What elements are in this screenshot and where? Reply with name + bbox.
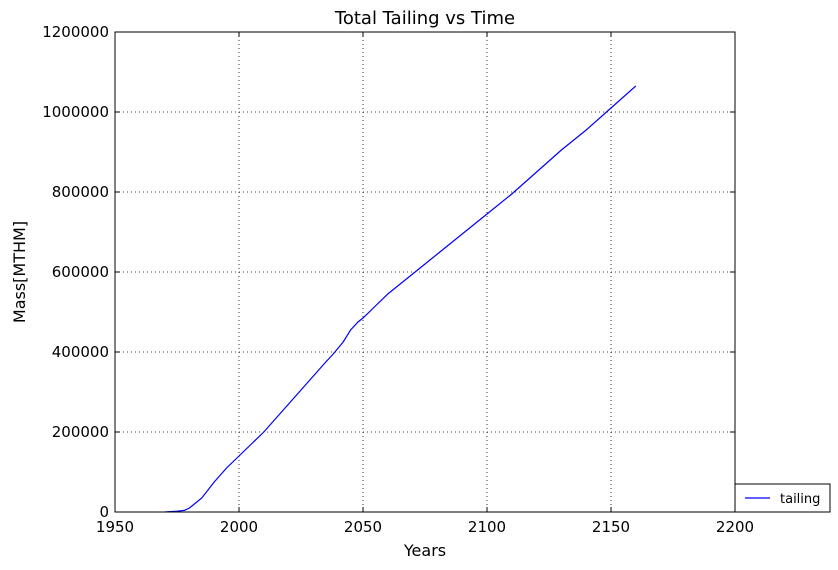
y-tick-label: 800000 (52, 183, 109, 201)
grid (115, 32, 735, 512)
y-tick-label: 1200000 (42, 23, 109, 41)
chart-title: Total Tailing vs Time (334, 8, 515, 29)
y-tick-label: 0 (99, 503, 109, 521)
series-layer (164, 85, 637, 513)
x-tick-label: 2000 (220, 518, 258, 536)
series-line-tailing (164, 85, 637, 513)
y-tick-labels: 0 200000 400000 600000 800000 1000000 1200000 (42, 23, 109, 521)
legend-label-tailing: tailing (780, 492, 820, 507)
y-axis-label: Mass[MTHM] (10, 221, 29, 323)
x-tick-label: 2200 (716, 518, 754, 536)
x-tick-labels: 1950 2000 2050 2100 2150 2200 (96, 518, 754, 536)
y-tick-label: 1000000 (42, 103, 109, 121)
x-tick-label: 1950 (96, 518, 134, 536)
legend-box (734, 483, 831, 513)
x-axis-label: Years (403, 541, 446, 560)
y-tick-label: 200000 (52, 423, 109, 441)
x-tick-label: 2050 (344, 518, 382, 536)
legend: tailing (734, 483, 831, 513)
x-tick-label: 2150 (592, 518, 630, 536)
y-tick-label: 400000 (52, 343, 109, 361)
y-tick-label: 600000 (52, 263, 109, 281)
x-tick-label: 2100 (468, 518, 506, 536)
